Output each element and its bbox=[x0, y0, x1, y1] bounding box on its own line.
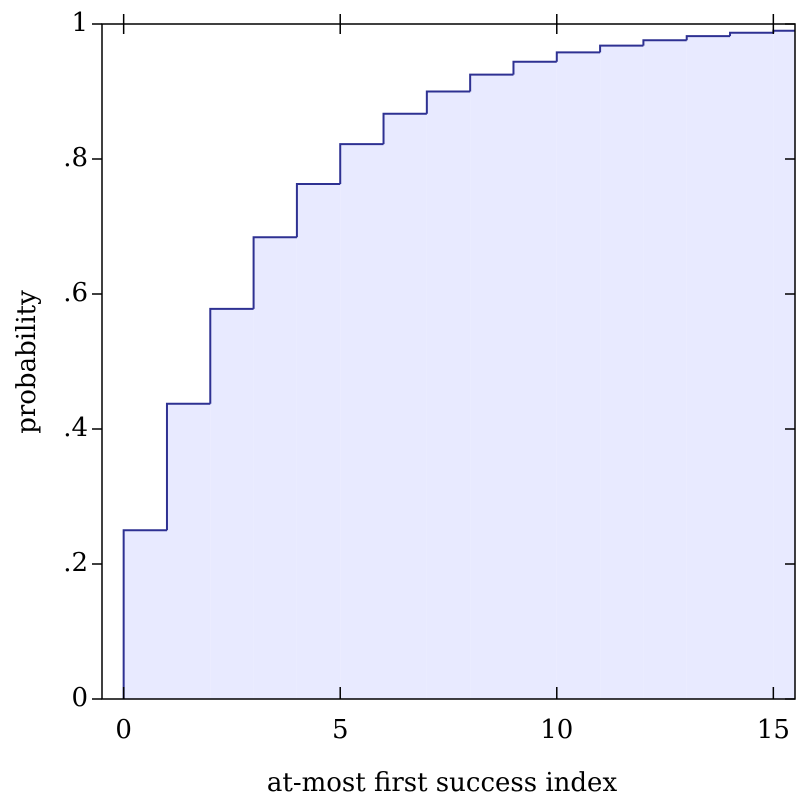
y-tick-label: .6 bbox=[63, 278, 88, 308]
area-step bbox=[730, 32, 774, 699]
step-line bbox=[469, 73, 514, 92]
area-step bbox=[210, 308, 254, 699]
step-line bbox=[122, 529, 167, 699]
area-step bbox=[340, 144, 384, 699]
x-tick-label: 0 bbox=[115, 715, 132, 745]
plot-frame bbox=[101, 23, 796, 700]
y-tick-label: .8 bbox=[63, 143, 88, 173]
x-tick-label: 5 bbox=[332, 715, 349, 745]
x-axis-label: at-most first success index bbox=[267, 768, 618, 798]
step-line bbox=[165, 402, 211, 531]
step-line bbox=[252, 236, 297, 309]
step-line bbox=[512, 60, 557, 75]
y-axis-label: probability bbox=[12, 290, 42, 434]
area-step bbox=[686, 36, 731, 699]
area-step bbox=[383, 113, 427, 699]
step-line bbox=[729, 31, 774, 37]
area-step bbox=[470, 74, 514, 699]
step-line bbox=[555, 51, 601, 62]
area-step bbox=[123, 530, 167, 699]
y-tick-label: 1 bbox=[71, 8, 88, 38]
step-line bbox=[642, 39, 687, 46]
step-line bbox=[209, 307, 254, 404]
area-step bbox=[513, 61, 557, 700]
area-step bbox=[643, 40, 687, 699]
step-line bbox=[685, 35, 731, 41]
step-line bbox=[599, 44, 644, 53]
step-line bbox=[382, 112, 427, 145]
y-tick-label: .4 bbox=[63, 413, 88, 443]
area-step bbox=[773, 30, 795, 699]
x-tick-label: 15 bbox=[757, 715, 790, 745]
x-tick-label: 10 bbox=[540, 715, 573, 745]
area-step bbox=[253, 237, 297, 700]
y-tick-label: 0 bbox=[71, 683, 88, 713]
step-line bbox=[339, 143, 384, 184]
area-step bbox=[600, 45, 644, 700]
y-tick-label: .2 bbox=[63, 548, 88, 578]
step-line bbox=[295, 182, 341, 238]
area-step bbox=[296, 183, 341, 700]
area-step bbox=[166, 403, 211, 699]
step-line bbox=[425, 90, 471, 114]
area-step bbox=[426, 91, 471, 699]
area-step bbox=[556, 52, 601, 700]
